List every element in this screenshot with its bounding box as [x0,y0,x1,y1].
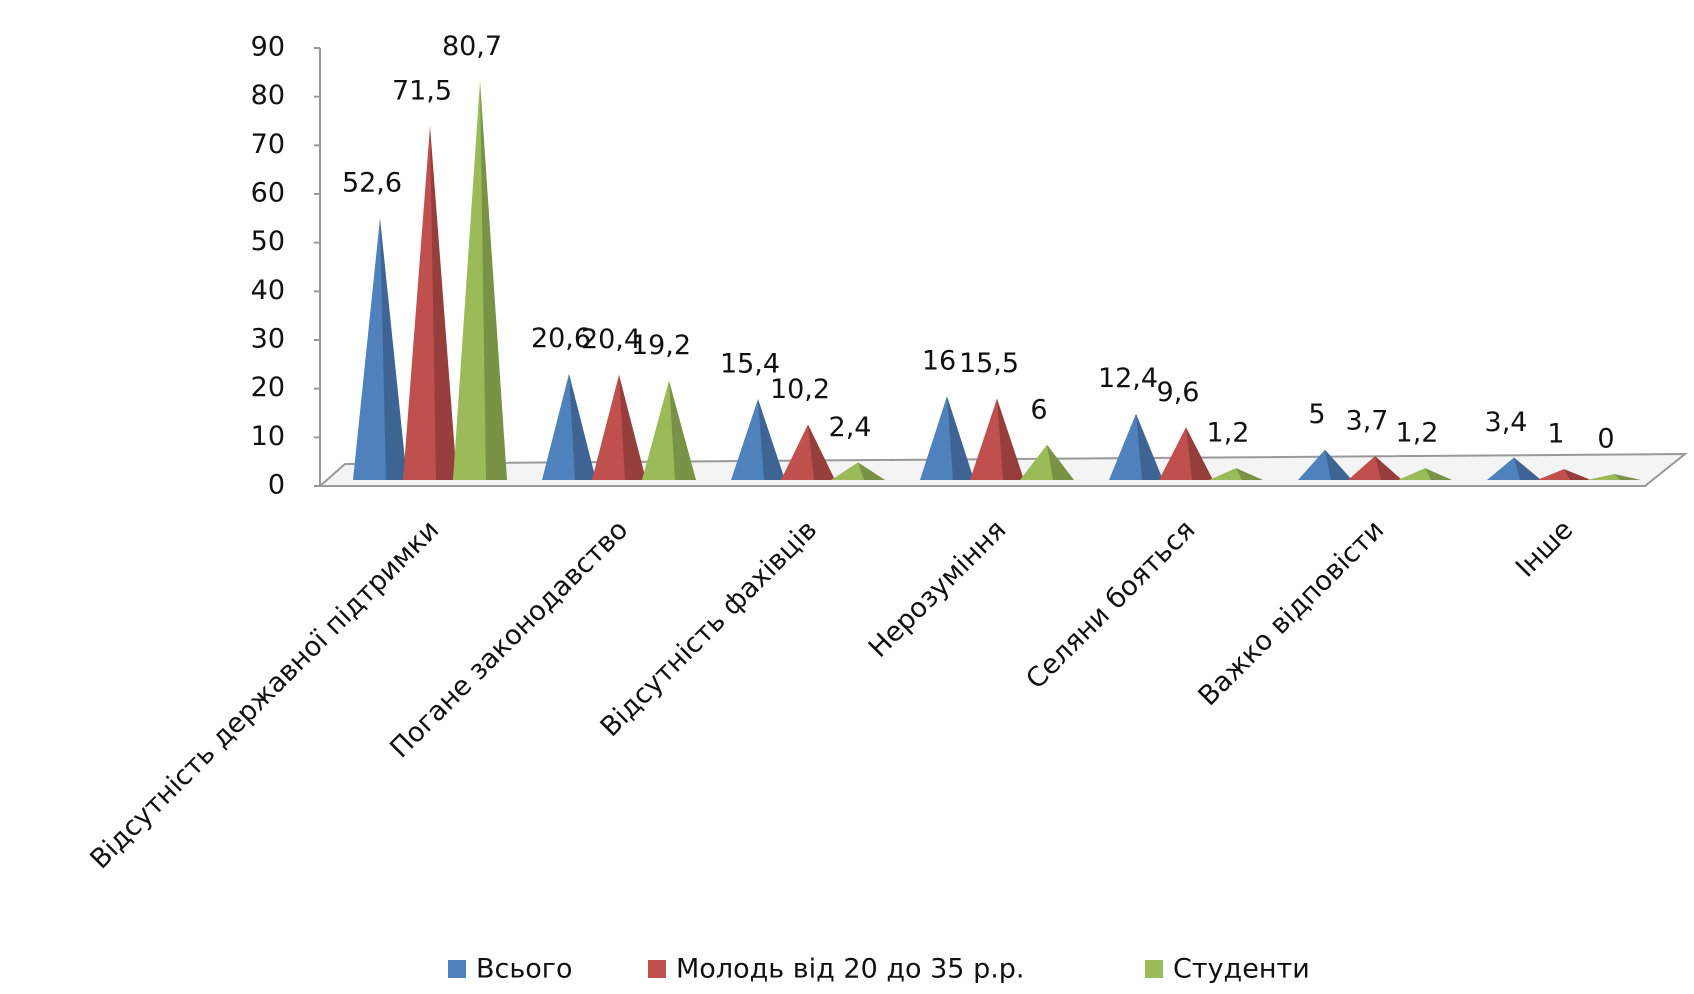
data-label: 3,7 [1346,405,1389,436]
data-label: 52,6 [342,168,402,199]
pyramid [781,424,835,480]
pyramid-shade [1375,455,1402,480]
pyramid [1587,474,1641,480]
data-label: 5 [1308,399,1325,430]
pyramid [1209,468,1263,480]
pyramid [1020,444,1074,480]
x-tick-label: Важко відповісти [1193,514,1391,712]
y-tick-label: 20 [251,372,285,403]
legend-swatch [1145,960,1163,978]
pyramid-shade [430,126,457,481]
pyramid-shade [569,373,596,480]
data-label: 20,6 [531,323,591,354]
pyramid [970,398,1024,480]
data-label: 2,4 [829,412,872,443]
pyramid [642,380,696,480]
pyramid [731,399,785,480]
pyramid-shade [1186,427,1213,480]
y-tick-label: 80 [251,80,285,111]
pyramid [1487,457,1541,480]
pyramid-shade [1425,468,1452,480]
pyramid-shade [380,218,407,480]
data-label: 0 [1597,424,1614,455]
data-label: 15,5 [959,348,1019,379]
pyramid [1348,455,1402,480]
pyramid [1298,449,1352,480]
data-label: 9,6 [1157,377,1200,408]
data-label: 10,2 [770,374,830,405]
y-tick-label: 90 [251,32,285,63]
data-label: 19,2 [631,330,691,361]
y-tick-label: 0 [268,470,285,501]
pyramid-shade [997,398,1024,480]
data-label: 16 [922,346,956,377]
data-label: 71,5 [392,76,452,107]
pyramid-shade [1564,469,1591,480]
y-tick-label: 70 [251,129,285,160]
x-tick-label: Селяни бояться [1020,514,1201,695]
pyramid-shade [1514,457,1541,480]
pyramid [1398,468,1452,480]
y-tick-label: 30 [251,324,285,355]
y-tick-label: 10 [251,421,285,452]
pyramid-shade [1614,474,1641,480]
data-label: 12,4 [1098,363,1158,394]
pyramid-shade [1325,449,1352,480]
pyramid [592,374,646,480]
pyramid-shade [1047,444,1074,480]
y-tick-label: 40 [251,275,285,306]
data-label: 15,4 [720,349,780,380]
x-tick-label: Відсутність державної підтримки [84,514,445,875]
legend-label: Всього [476,954,573,985]
data-label: 1,2 [1396,418,1439,449]
x-tick-label: Відсутність фахівців [595,514,824,743]
data-label: 6 [1030,394,1047,425]
pyramid [1159,427,1213,480]
pyramid [920,396,974,480]
pyramid [1537,469,1591,480]
pyramid-shade [1136,413,1163,480]
y-tick-label: 50 [251,226,285,257]
legend-label: Студенти [1173,954,1310,985]
data-label: 1,2 [1207,418,1250,449]
pyramid-shade [947,396,974,480]
pyramid-shade [619,374,646,480]
data-label: 1 [1547,419,1564,450]
y-tick-label: 60 [251,178,285,209]
x-tick-label: Нерозуміння [863,514,1012,663]
x-tick-label: Інше [1510,514,1579,583]
pyramid-shade [669,380,696,480]
data-label: 20,4 [581,324,641,355]
pyramid [1109,413,1163,480]
pyramid [353,218,407,480]
legend-swatch [448,960,466,978]
pyramid [542,373,596,480]
pyramid-shade [480,81,507,480]
pyramid-shade [758,399,785,480]
pyramid-shade [808,424,835,480]
pyramid-shade [1236,468,1263,480]
data-label: 80,7 [442,31,502,62]
pyramid-shade [858,462,885,480]
legend-swatch [648,960,666,978]
data-label: 3,4 [1485,407,1528,438]
pyramid [831,462,885,480]
pyramid [403,126,457,481]
pyramid [453,81,507,480]
legend-label: Молодь від 20 до 35 р.р. [676,954,1025,985]
